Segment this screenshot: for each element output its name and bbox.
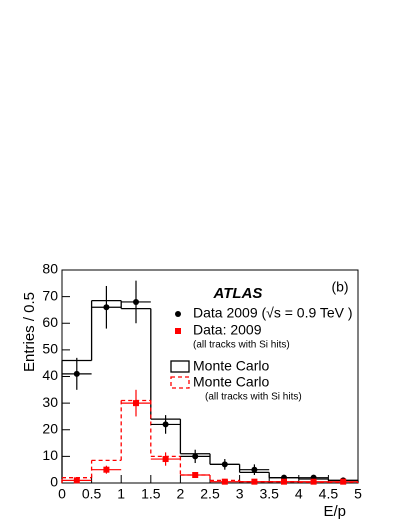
x-tick-label: 3.5 xyxy=(259,486,279,502)
x-tick-label: 0 xyxy=(58,486,66,502)
y-tick-label: 70 xyxy=(42,287,58,303)
data-point xyxy=(310,478,317,485)
x-tick-label: 4 xyxy=(295,486,303,502)
atlas-label: ATLAS xyxy=(213,285,263,302)
data-point xyxy=(221,478,228,485)
data-point xyxy=(251,466,258,473)
y-tick-label: 80 xyxy=(42,261,58,277)
data-point xyxy=(192,472,199,479)
data-point xyxy=(73,477,80,484)
legend-box xyxy=(170,376,190,389)
panel-label: (b) xyxy=(331,279,348,295)
x-tick-label: 1.5 xyxy=(141,486,161,502)
data-point xyxy=(133,298,139,305)
legend-label: Monte Carlo xyxy=(193,374,269,390)
x-tick-label: 5 xyxy=(354,486,362,502)
x-tick-label: 2.5 xyxy=(200,486,220,502)
y-tick-label: 30 xyxy=(42,394,58,410)
y-tick-label: 10 xyxy=(42,447,58,463)
x-axis-label: E/p xyxy=(323,503,346,520)
data-point xyxy=(162,456,169,463)
y-tick-label: 0 xyxy=(50,474,58,490)
data-point xyxy=(251,478,258,485)
x-tick-label: 0.5 xyxy=(82,486,102,502)
data-point xyxy=(133,400,139,407)
legend-label: Data 2009 (√s = 0.9 TeV ) xyxy=(193,305,353,321)
legend-label: Monte Carlo xyxy=(193,358,269,374)
data-point xyxy=(192,453,199,460)
legend-box xyxy=(170,360,190,373)
data-point xyxy=(103,304,110,311)
x-tick-label: 3 xyxy=(236,486,244,502)
x-tick-label: 2 xyxy=(177,486,185,502)
y-tick-label: 60 xyxy=(42,314,58,330)
data-point xyxy=(162,421,169,428)
legend-marker xyxy=(175,311,181,317)
x-tick-label: 4.5 xyxy=(319,486,339,502)
data-point xyxy=(73,370,80,377)
y-tick-label: 40 xyxy=(42,367,58,383)
data-point xyxy=(340,478,347,485)
y-tick-label: 50 xyxy=(42,341,58,357)
data-point xyxy=(103,466,110,473)
y-axis-label: Entries / 0.5 xyxy=(21,292,38,372)
y-tick-label: 20 xyxy=(42,420,58,436)
legend-note: (all tracks with Si hits) xyxy=(205,392,302,403)
data-point xyxy=(221,461,228,468)
legend-marker xyxy=(175,328,181,334)
data-point xyxy=(281,478,287,485)
legend-label: Data: 2009 xyxy=(193,322,262,338)
x-tick-label: 1 xyxy=(117,486,125,502)
legend-note: (all tracks with Si hits) xyxy=(193,340,290,351)
